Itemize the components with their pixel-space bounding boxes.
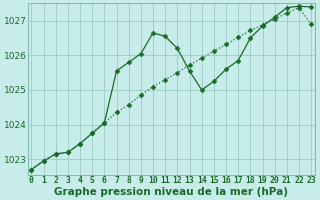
X-axis label: Graphe pression niveau de la mer (hPa): Graphe pression niveau de la mer (hPa) — [54, 187, 288, 197]
